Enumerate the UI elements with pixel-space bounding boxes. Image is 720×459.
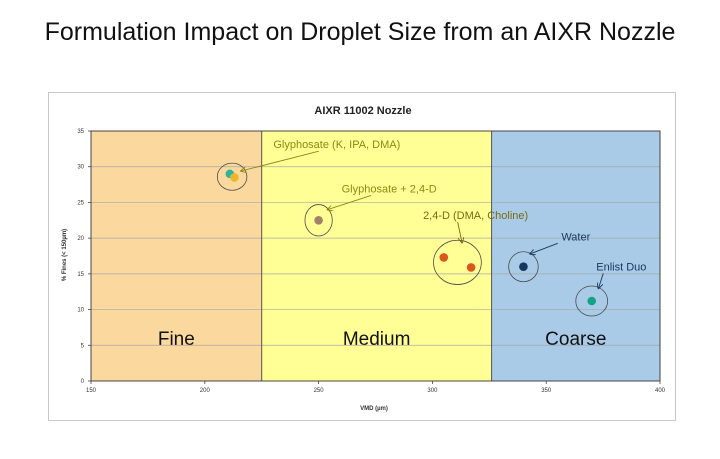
annotation-label: Enlist Duo	[596, 261, 646, 273]
highlight-circle	[575, 285, 609, 317]
zone-band-coarse	[491, 131, 660, 381]
annotations-layer: Glyphosate (K, IPA, DMA) Glyphosate + 2,4…	[216, 139, 646, 317]
annotation-arrow	[328, 195, 372, 209]
zone-label-medium: Medium	[343, 329, 411, 350]
y-tick-label: 15	[77, 272, 84, 278]
annotation-arrow	[530, 242, 558, 254]
axis-layer: 150 200 250 300 350 400 0 5 10 15 20 25 30 35	[77, 129, 665, 394]
highlight-circle	[304, 204, 333, 237]
y-tick-label: 20	[77, 236, 84, 242]
chart-frame: AIXR 11002 Nozzle Fine Medium Coarse 150 20…	[48, 92, 676, 421]
annotation-arrow	[241, 150, 319, 171]
zone-band-medium	[261, 131, 492, 381]
data-point	[587, 296, 597, 306]
x-tick-label: 200	[200, 388, 211, 394]
grid-layer	[91, 130, 660, 381]
x-tick-label: 300	[427, 388, 438, 394]
slide-title: Formulation Impact on Droplet Size from …	[44, 18, 676, 46]
scatter-chart: AIXR 11002 Nozzle Fine Medium Coarse 150 20…	[62, 105, 666, 412]
zone-label-coarse: Coarse	[545, 329, 606, 350]
y-axis-title: % Fines (< 150µm)	[62, 229, 68, 281]
annotation-label: Glyphosate + 2,4-D	[342, 183, 437, 195]
chart-title: AIXR 11002 Nozzle	[314, 105, 411, 117]
highlight-circle	[508, 251, 539, 283]
data-point	[439, 253, 449, 262]
annotation-arrow	[457, 221, 462, 243]
y-tick-label: 5	[81, 343, 85, 349]
x-tick-label: 350	[541, 388, 552, 394]
data-point	[314, 215, 323, 225]
x-tick-label: 150	[86, 388, 97, 394]
highlight-circle	[216, 162, 248, 191]
y-tick-label: 35	[77, 129, 84, 135]
y-tick-label: 0	[81, 379, 85, 385]
x-tick-label: 400	[655, 388, 666, 394]
x-tick-label: 250	[314, 388, 325, 394]
zone-label-fine: Fine	[158, 329, 195, 350]
y-tick-label: 30	[77, 165, 84, 171]
annotation-arrow	[599, 273, 604, 288]
y-tick-label: 10	[77, 308, 84, 314]
data-point	[230, 173, 239, 182]
annotation-label: Water	[561, 231, 590, 243]
points-layer	[225, 169, 597, 306]
highlight-circle	[433, 239, 482, 285]
annotation-label: Glyphosate (K, IPA, DMA)	[273, 139, 400, 151]
plot-border	[90, 130, 661, 382]
data-point	[466, 263, 476, 272]
data-point	[519, 262, 528, 272]
zones-layer: Fine Medium Coarse	[91, 131, 660, 381]
annotation-label: 2,4-D (DMA, Choline)	[423, 210, 528, 222]
x-axis-title: VMD (µm)	[360, 406, 388, 412]
y-tick-label: 25	[77, 200, 84, 206]
